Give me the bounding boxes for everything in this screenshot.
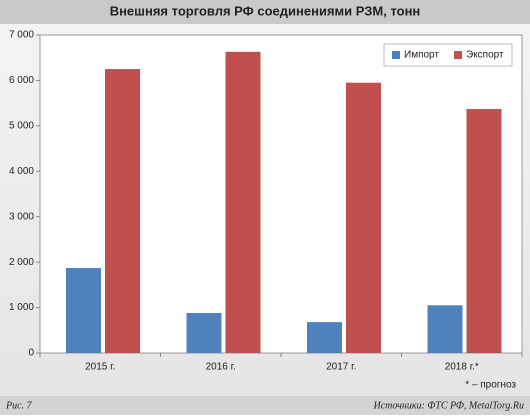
legend-swatch xyxy=(392,51,400,59)
bar xyxy=(307,322,342,353)
y-tick-label: 0 xyxy=(28,348,34,359)
y-tick-label: 6 000 xyxy=(9,75,34,86)
bar xyxy=(225,51,261,354)
legend-swatch xyxy=(454,51,462,59)
y-tick-label: 2 000 xyxy=(9,257,34,268)
legend-label: Экспорт xyxy=(466,50,504,61)
legend-box xyxy=(383,43,513,67)
legend-label: Импорт xyxy=(404,50,439,61)
figure-label: Рис. 7 xyxy=(5,400,33,411)
source: Источники: ФТС РФ, MetalTorg.Ru xyxy=(373,400,524,411)
bar xyxy=(346,82,381,353)
bar xyxy=(466,109,502,353)
footnote: * – прогноз xyxy=(465,380,516,391)
y-tick-label: 5 000 xyxy=(9,120,34,131)
x-tick-label: 2015 г. xyxy=(85,362,115,373)
y-tick-label: 7 000 xyxy=(9,30,34,41)
x-tick-label: 2016 г. xyxy=(206,362,236,373)
title-bar xyxy=(0,0,530,24)
bar xyxy=(105,69,140,354)
chart-title: Внешняя торговля РФ соединениями РЗМ, то… xyxy=(110,3,421,18)
x-tick-label: 2018 г.* xyxy=(445,362,479,373)
footer-bar xyxy=(0,396,530,415)
bar xyxy=(186,313,222,353)
bar xyxy=(66,268,101,353)
y-tick-label: 1 000 xyxy=(9,302,34,313)
y-tick-label: 4 000 xyxy=(9,166,34,177)
x-tick-label: 2017 г. xyxy=(326,362,356,373)
y-tick-label: 3 000 xyxy=(9,211,34,222)
bar xyxy=(427,305,463,353)
